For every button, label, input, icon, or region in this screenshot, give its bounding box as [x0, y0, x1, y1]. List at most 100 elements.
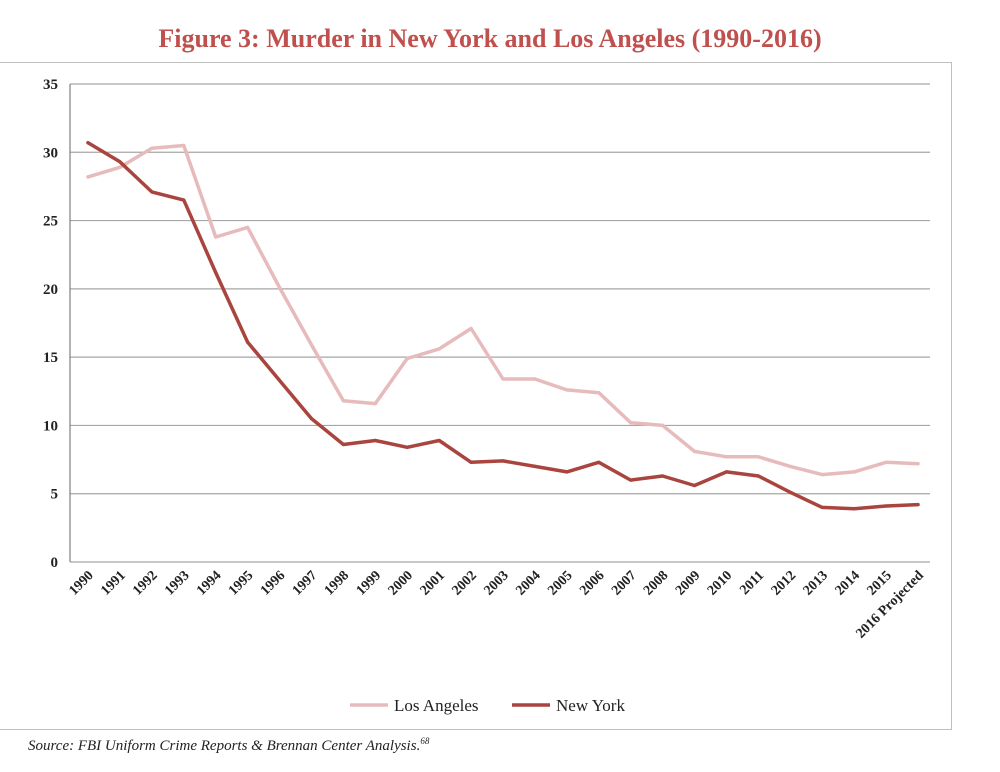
source-footnote-number: 68: [420, 736, 430, 746]
data-point-los-angeles: [788, 464, 792, 468]
x-tick-label: 1995: [226, 568, 256, 598]
series-line-new-york: [86, 140, 920, 511]
series-lines: [86, 140, 920, 511]
x-tick-label: 1998: [322, 568, 352, 598]
data-point-new-york: [150, 190, 154, 194]
data-point-new-york: [629, 478, 633, 482]
x-tick-label: 2010: [705, 568, 735, 598]
x-tick-label: 1994: [194, 568, 224, 598]
data-point-new-york: [884, 504, 888, 508]
data-point-los-angeles: [309, 343, 314, 347]
data-point-los-angeles: [533, 377, 537, 381]
data-point-new-york: [86, 141, 90, 145]
x-tick-label: 2014: [833, 568, 863, 598]
data-point-los-angeles: [756, 455, 760, 459]
data-point-los-angeles: [341, 399, 345, 403]
y-tick-label: 10: [43, 418, 58, 434]
data-point-new-york: [437, 438, 441, 443]
chart-title: Figure 3: Murder in New York and Los Ang…: [158, 24, 822, 53]
data-point-new-york: [756, 474, 760, 478]
x-tick-label: 2001: [418, 568, 448, 598]
data-point-new-york: [852, 507, 856, 511]
x-tick-label: 1990: [66, 568, 96, 598]
x-tick-label: 2006: [577, 568, 607, 598]
data-point-new-york: [501, 459, 505, 463]
x-tick-label: 2012: [769, 568, 799, 598]
x-tick-label: 2009: [673, 568, 703, 598]
legend: Los Angeles New York: [350, 696, 625, 715]
data-point-los-angeles: [182, 143, 186, 148]
source-text: Source: FBI Uniform Crime Reports & Bren…: [28, 738, 421, 754]
data-point-los-angeles: [692, 449, 697, 453]
data-point-los-angeles: [724, 455, 729, 459]
x-tick-label: 1996: [258, 568, 288, 598]
data-point-los-angeles: [214, 235, 218, 239]
legend-label-new-york: New York: [556, 696, 625, 715]
data-point-new-york: [373, 438, 377, 443]
x-tick-label: 2005: [545, 568, 575, 598]
y-tick-label: 30: [43, 145, 58, 161]
x-tick-label: 2004: [513, 568, 543, 598]
x-tick-label: 1992: [130, 568, 160, 598]
data-point-los-angeles: [916, 462, 920, 466]
y-tick-label: 15: [43, 350, 58, 366]
data-point-los-angeles: [277, 285, 282, 290]
x-tick-label: 2013: [801, 568, 831, 598]
data-point-new-york: [820, 505, 824, 509]
source-note: Source: FBI Uniform Crime Reports & Bren…: [28, 736, 429, 755]
x-tick-label: 1997: [290, 568, 320, 598]
data-point-los-angeles: [246, 225, 250, 229]
data-point-new-york: [788, 490, 792, 494]
gridlines: [69, 83, 930, 563]
x-tick-label: 1993: [162, 568, 192, 598]
data-point-new-york: [724, 470, 729, 474]
data-point-los-angeles: [501, 377, 505, 381]
data-point-new-york: [118, 160, 122, 164]
data-point-los-angeles: [852, 470, 856, 474]
data-point-los-angeles: [86, 175, 90, 179]
data-point-los-angeles: [661, 423, 665, 428]
data-point-los-angeles: [437, 347, 441, 351]
y-axis-tick-labels: 0 5 10 15 20 25 30 35: [43, 77, 58, 571]
data-point-los-angeles: [118, 165, 122, 169]
chart-frame: [0, 62, 952, 730]
data-point-new-york: [916, 503, 920, 507]
y-tick-label: 20: [43, 282, 58, 298]
data-point-los-angeles: [373, 401, 377, 406]
data-point-new-york: [341, 442, 345, 447]
data-point-new-york: [597, 460, 601, 464]
y-tick-label: 35: [43, 77, 58, 93]
data-point-los-angeles: [150, 146, 154, 150]
data-point-los-angeles: [629, 421, 633, 425]
data-point-new-york: [214, 270, 218, 275]
data-point-new-york: [277, 378, 282, 382]
data-point-new-york: [309, 417, 314, 421]
y-tick-label: 5: [51, 487, 59, 503]
x-tick-label: 2008: [641, 568, 671, 598]
data-point-los-angeles: [405, 356, 409, 361]
data-point-los-angeles: [597, 391, 601, 395]
x-tick-label: 2003: [481, 568, 511, 598]
data-point-new-york: [469, 460, 473, 464]
data-point-new-york: [182, 198, 186, 202]
y-tick-label: 0: [51, 555, 59, 571]
x-tick-label: 1991: [98, 568, 128, 598]
data-point-los-angeles: [565, 388, 569, 392]
data-point-los-angeles: [469, 326, 473, 331]
legend-label-los-angeles: Los Angeles: [394, 696, 479, 715]
x-tick-label: 1999: [354, 568, 384, 598]
data-point-los-angeles: [884, 460, 888, 464]
data-point-new-york: [405, 445, 409, 449]
data-point-new-york: [246, 340, 250, 344]
data-point-new-york: [661, 474, 665, 478]
x-tick-label: 2011: [737, 568, 767, 598]
data-point-los-angeles: [820, 472, 824, 477]
x-tick-label: 2007: [609, 568, 639, 598]
data-point-new-york: [692, 483, 697, 488]
data-point-new-york: [533, 464, 537, 468]
y-tick-label: 25: [43, 214, 58, 230]
data-point-new-york: [565, 470, 569, 474]
x-tick-label: 2002: [449, 568, 479, 598]
x-tick-label: 2000: [386, 568, 416, 598]
